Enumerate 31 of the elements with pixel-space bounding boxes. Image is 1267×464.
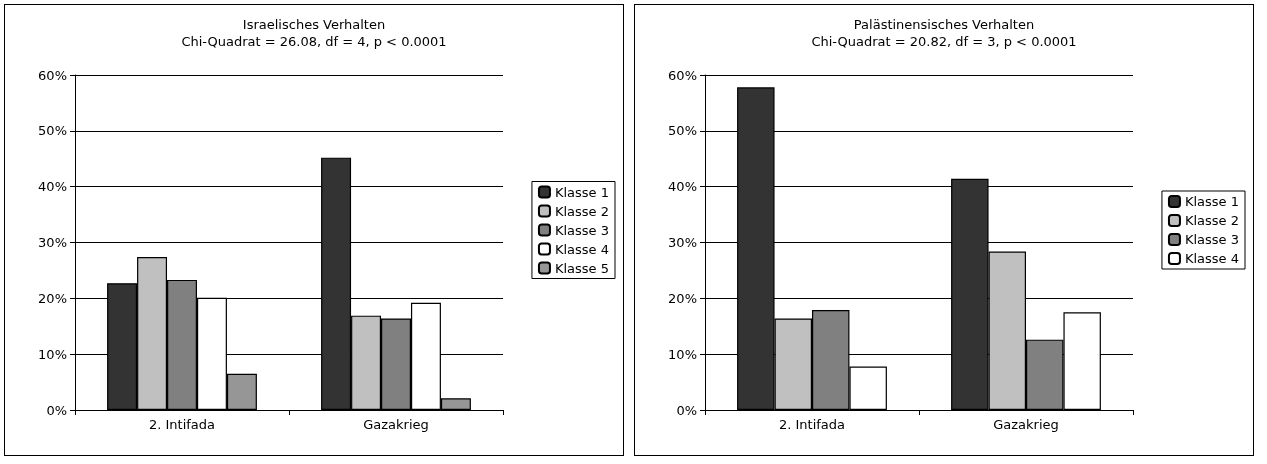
- chart-subtitle: Chi-Quadrat = 20.82, df = 3, p < 0.0001: [811, 34, 1077, 49]
- legend-label: Klasse 3: [1184, 232, 1240, 247]
- legend-label: Klasse 4: [1184, 251, 1240, 266]
- legend-label: Klasse 3: [554, 222, 610, 238]
- legend-label: Klasse 5: [554, 260, 610, 276]
- legend-label: Klasse 1: [554, 184, 610, 200]
- y-tick-label: 50%: [668, 123, 697, 139]
- y-tick-label: 20%: [38, 290, 67, 306]
- y-tick-label: 40%: [668, 179, 697, 195]
- y-tick-label: 60%: [38, 67, 67, 83]
- y-tick-label: 0%: [676, 402, 697, 418]
- chart-title: Israelisches Verhalten: [242, 17, 386, 32]
- y-tick-label: 60%: [668, 67, 697, 83]
- x-tick-label: Gazakrieg: [363, 417, 429, 432]
- chart-subtitle: Chi-Quadrat = 26.08, df = 4, p < 0.0001: [181, 34, 447, 49]
- x-tick-label: 2. Intifada: [148, 417, 216, 432]
- y-tick-label: 20%: [668, 290, 697, 306]
- x-tick-label: Gazakrieg: [993, 417, 1059, 432]
- x-tick-label: 2. Intifada: [778, 417, 846, 432]
- legend-label: Klasse 2: [554, 203, 610, 219]
- y-tick-label: 30%: [38, 235, 67, 250]
- y-tick-label: 10%: [38, 346, 67, 362]
- y-tick-label: 50%: [38, 123, 67, 139]
- legend-label: Klasse 4: [554, 241, 610, 257]
- y-tick-label: 10%: [668, 346, 697, 362]
- y-tick-label: 40%: [38, 179, 67, 195]
- legend-label: Klasse 1: [1184, 194, 1240, 209]
- y-tick-label: 30%: [668, 235, 697, 250]
- y-tick-label: 0%: [46, 402, 67, 418]
- chart-title: Palästinensisches Verhalten: [853, 17, 1035, 32]
- legend-label: Klasse 2: [1184, 213, 1240, 228]
